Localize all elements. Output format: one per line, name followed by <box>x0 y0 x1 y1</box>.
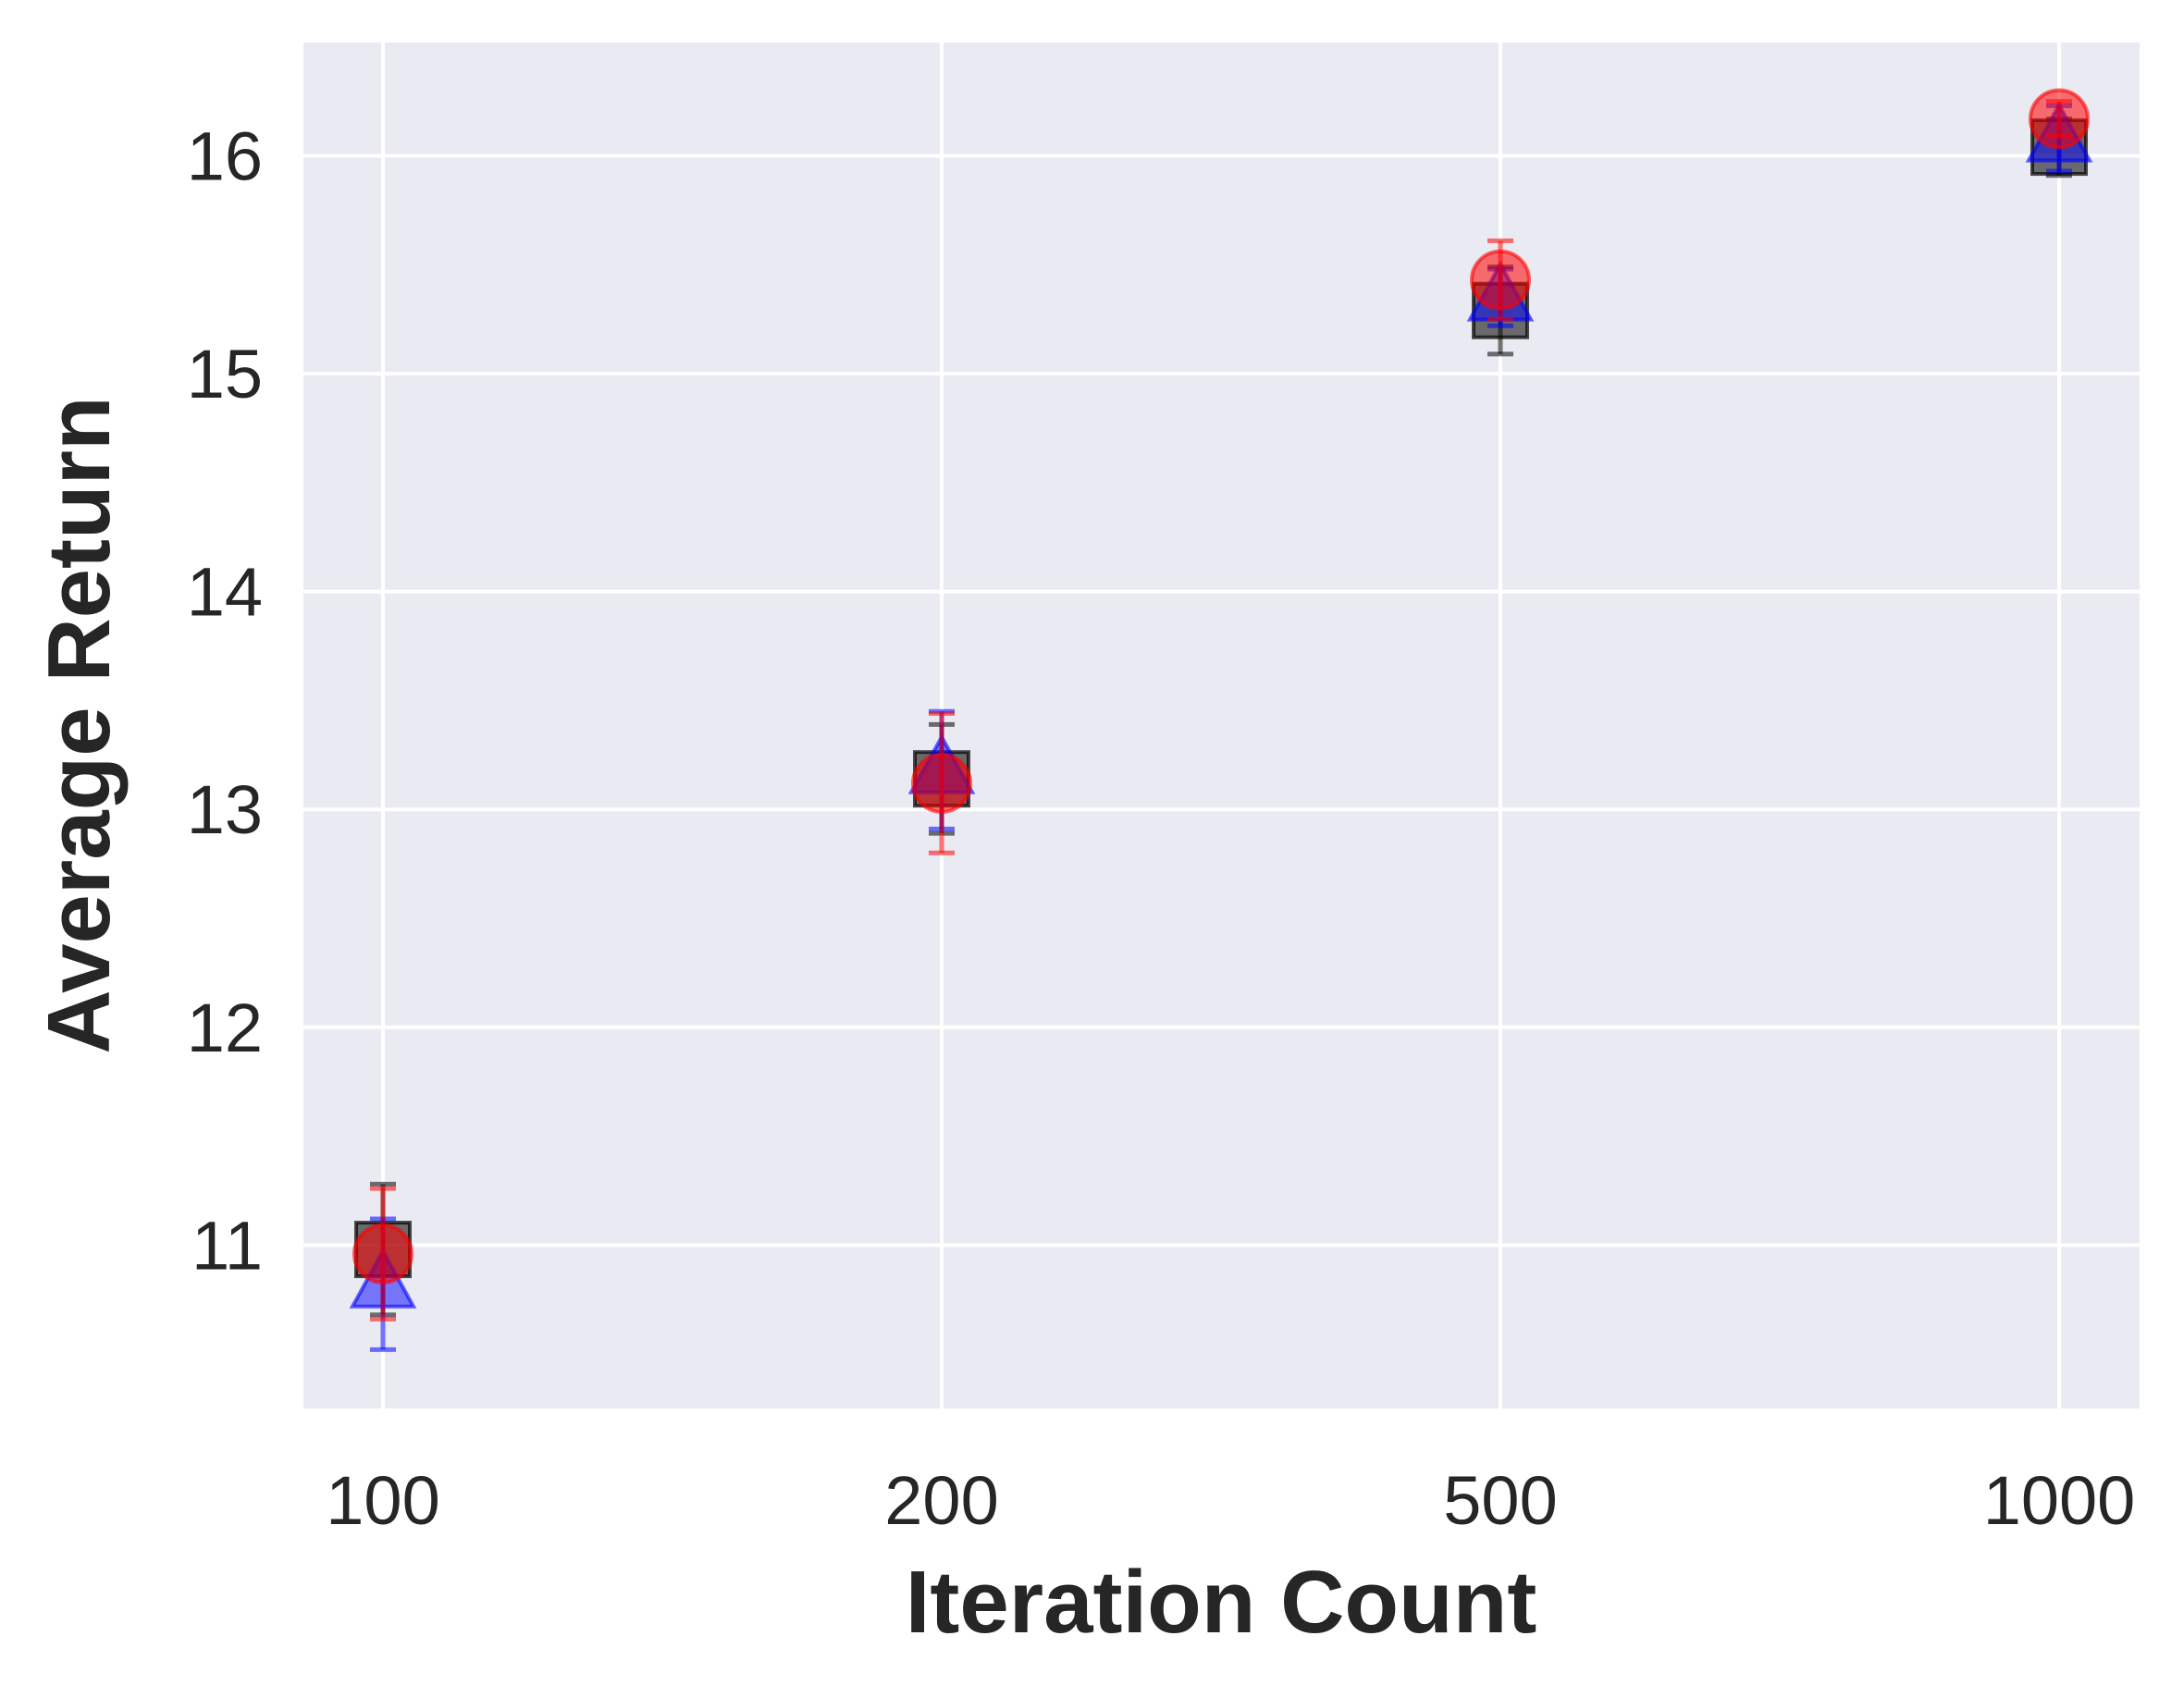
x-tick-label: 200 <box>884 1462 998 1539</box>
x-tick-label: 100 <box>326 1462 439 1539</box>
circle-point <box>1470 249 1531 311</box>
x-tick-label: 1000 <box>1983 1462 2136 1539</box>
x-axis-title: Iteration Count <box>906 1553 1537 1652</box>
tick-labels: 11 12 13 14 15 16 100 200 500 1000 <box>187 117 2136 1539</box>
x-tick-label: 500 <box>1443 1462 1557 1539</box>
series-circle <box>352 88 2090 1322</box>
circle-point <box>911 752 972 814</box>
circle-point <box>2029 88 2090 150</box>
y-tick-label: 14 <box>187 554 263 631</box>
y-tick-label: 12 <box>187 990 263 1066</box>
data-marks <box>349 88 2093 1352</box>
circle-point <box>352 1223 413 1285</box>
plot-background <box>303 43 2140 1408</box>
y-tick-label: 15 <box>187 336 263 412</box>
y-axis-title: Average Return <box>30 396 129 1053</box>
y-tick-label: 13 <box>187 771 263 848</box>
grid-lines <box>303 43 2140 1408</box>
y-tick-label: 16 <box>187 117 263 194</box>
y-tick-label: 11 <box>191 1207 263 1284</box>
